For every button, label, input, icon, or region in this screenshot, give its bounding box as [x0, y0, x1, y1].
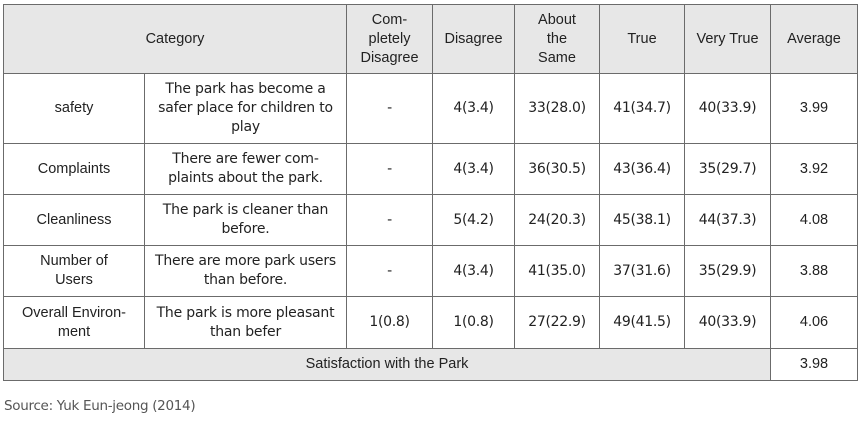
table-row: safety The park has become a safer place f… [3, 73, 858, 144]
cell-about-same: 24(20.3) [514, 194, 600, 246]
row-statement-line: before. [221, 221, 270, 237]
row-statement: The park is cleaner than before. [144, 194, 347, 246]
row-statement-line: safer place for children to [158, 100, 333, 116]
cell-true: 45(38.1) [599, 194, 685, 246]
header-completely-disagree-line: Disagree [360, 49, 419, 66]
cell-completely-disagree: - [346, 73, 433, 144]
cell-average: 3.99 [770, 73, 858, 144]
cell-very-true: 40(33.9) [684, 73, 771, 144]
cell-disagree: 5(4.2) [432, 194, 515, 246]
row-category: Complaints [3, 143, 145, 195]
cell-very-true: 44(37.3) [684, 194, 771, 246]
row-statement-line: The park is more pleasant [156, 304, 335, 321]
row-statement-line: The park is cleaner than [162, 202, 329, 218]
cell-about-same: 41(35.0) [514, 245, 600, 297]
summary-average: 3.98 [770, 348, 858, 381]
header-about-same: About the Same [514, 4, 600, 74]
cell-true: 43(36.4) [599, 143, 685, 195]
row-category: Number of Users [3, 245, 145, 297]
header-very-true: Very True [684, 4, 771, 74]
row-statement-line: The park has become a [165, 81, 326, 97]
row-statement-line: than befer [209, 323, 282, 340]
row-statement: There are more park users than before. [144, 245, 347, 297]
survey-table: Category Com- pletely Disagree Disagree … [3, 4, 858, 381]
summary-row: Satisfaction with the Park 3.98 [3, 348, 858, 381]
cell-disagree: 4(3.4) [432, 143, 515, 195]
row-category-line: safety [54, 100, 94, 116]
cell-completely-disagree: 1(0.8) [346, 296, 433, 349]
cell-true: 41(34.7) [599, 73, 685, 144]
table-row: Cleanliness The park is cleaner than befor… [3, 194, 858, 246]
row-statement: The park has become a safer place for chi… [144, 73, 347, 144]
summary-label: Satisfaction with the Park [3, 348, 771, 381]
row-statement-line: There are more park users [155, 253, 336, 269]
row-statement: There are fewer com-plaints about the pa… [144, 143, 347, 195]
cell-very-true: 40(33.9) [684, 296, 771, 349]
row-statement: The park is more pleasant than befer [144, 296, 347, 349]
row-category-line: ment [57, 323, 91, 340]
cell-disagree: 1(0.8) [432, 296, 515, 349]
cell-about-same: 27(22.9) [514, 296, 600, 349]
cell-true: 37(31.6) [599, 245, 685, 297]
row-category-line: Complaints [37, 160, 111, 177]
cell-average: 3.88 [770, 245, 858, 297]
header-completely-disagree-line: Com- [371, 11, 408, 28]
cell-completely-disagree: - [346, 245, 433, 297]
row-statement-line: plaints about the park. [168, 170, 323, 186]
row-statement-line: play [231, 119, 260, 135]
row-category: Cleanliness [3, 194, 145, 246]
table-row: Number of Users There are more park users t… [3, 245, 858, 297]
header-row: Category Com- pletely Disagree Disagree … [3, 4, 858, 74]
row-category: safety [3, 73, 145, 144]
row-category: Overall Environ-ment [3, 296, 145, 349]
row-category-line: Number of [40, 253, 108, 269]
header-category: Category [3, 4, 347, 74]
row-category-line: Cleanliness [36, 211, 112, 228]
row-statement-line: than before. [203, 272, 288, 288]
table-row: Complaints There are fewer com-plaints ab… [3, 143, 858, 195]
header-disagree: Disagree [432, 4, 515, 74]
cell-average: 3.92 [770, 143, 858, 195]
cell-completely-disagree: - [346, 194, 433, 246]
cell-about-same: 36(30.5) [514, 143, 600, 195]
cell-disagree: 4(3.4) [432, 245, 515, 297]
cell-about-same: 33(28.0) [514, 73, 600, 144]
header-about-same-line: Same [538, 49, 576, 66]
cell-very-true: 35(29.7) [684, 143, 771, 195]
source-note: Source: Yuk Eun-jeong (2014) [4, 398, 196, 414]
table-row: Overall Environ-ment The park is more ple… [3, 296, 858, 349]
header-average: Average [770, 4, 858, 74]
row-category-line: Overall Environ- [22, 304, 126, 321]
header-completely-disagree-line: pletely [368, 30, 411, 47]
header-about-same-line: the [546, 30, 568, 47]
row-category-line: Users [55, 272, 93, 288]
cell-average: 4.08 [770, 194, 858, 246]
cell-disagree: 4(3.4) [432, 73, 515, 144]
row-statement-line: There are fewer com- [172, 151, 319, 167]
header-true: True [599, 4, 685, 74]
cell-very-true: 35(29.9) [684, 245, 771, 297]
table-body: safety The park has become a safer place f… [3, 73, 858, 349]
cell-completely-disagree: - [346, 143, 433, 195]
header-about-same-line: About [538, 11, 576, 28]
cell-true: 49(41.5) [599, 296, 685, 349]
cell-average: 4.06 [770, 296, 858, 349]
header-completely-disagree: Com- pletely Disagree [346, 4, 433, 74]
